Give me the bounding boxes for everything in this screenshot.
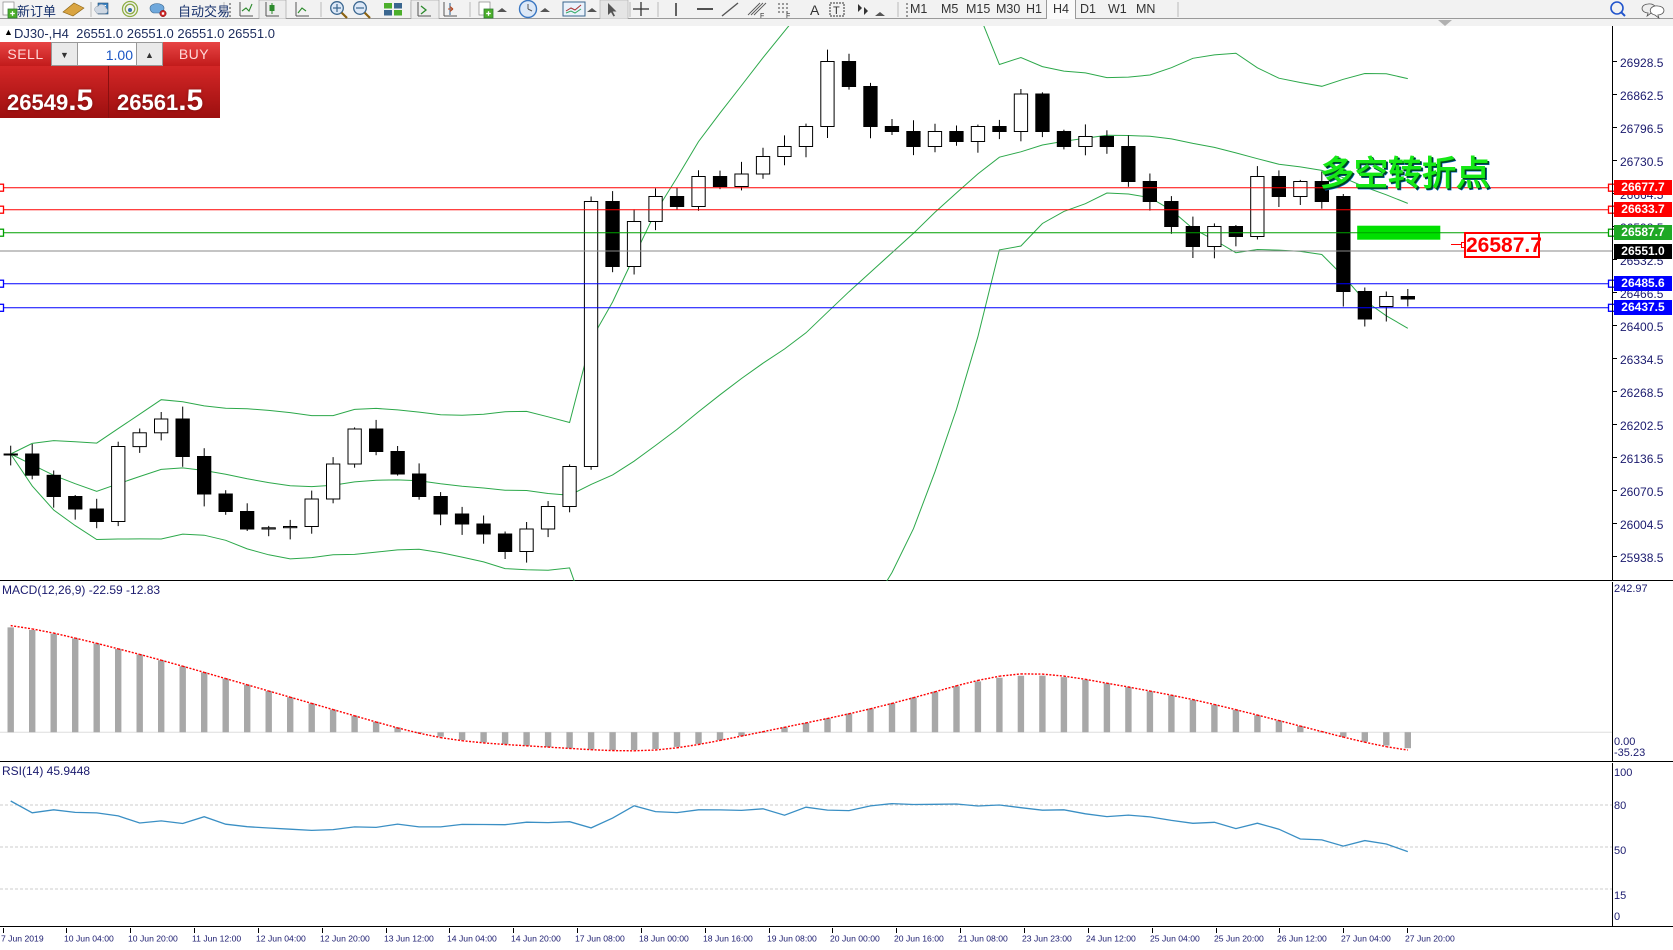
svg-text:A: A [810, 2, 820, 18]
svg-text:T: T [833, 5, 840, 17]
